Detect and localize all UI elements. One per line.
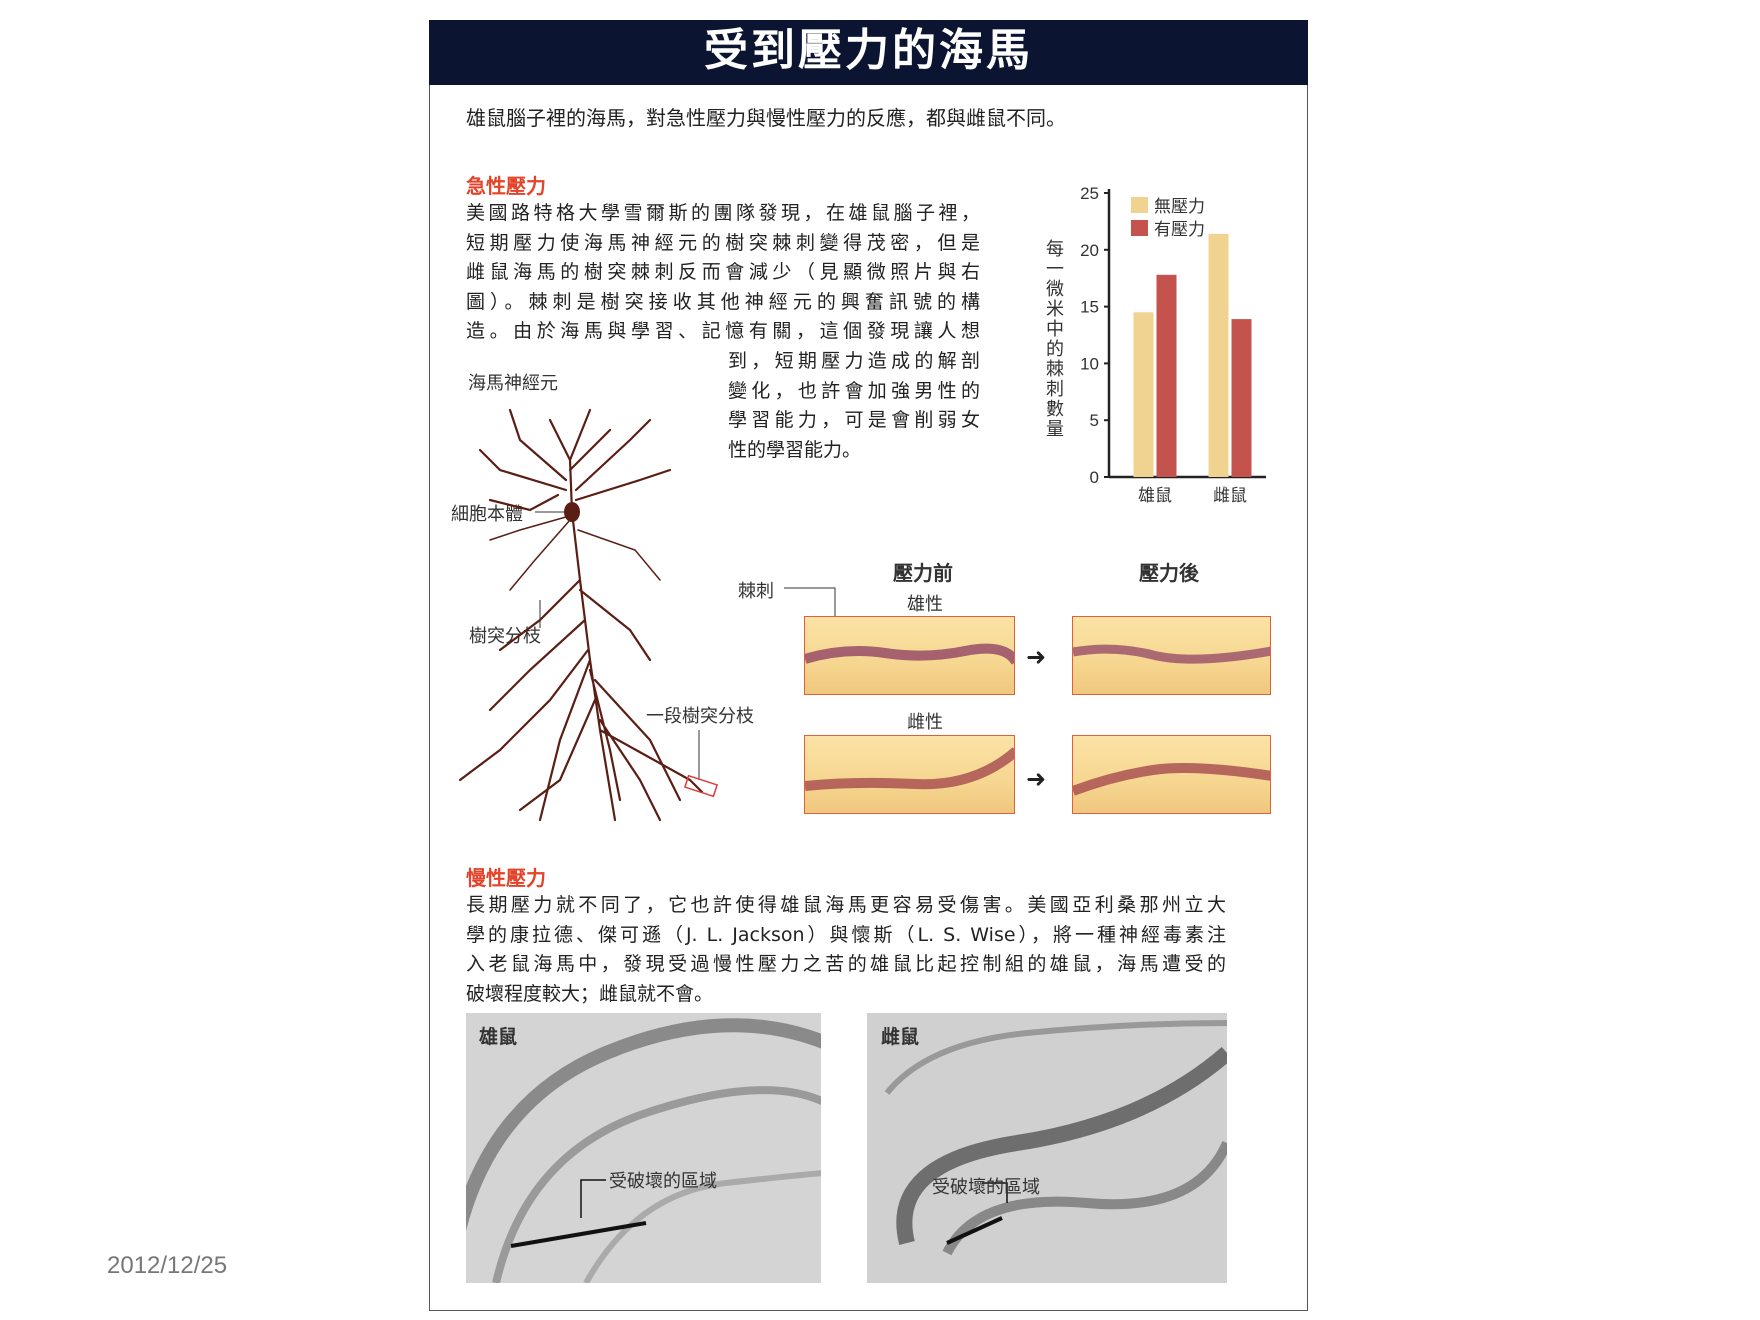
- legend-swatch: [1131, 197, 1148, 213]
- soma: [564, 502, 580, 522]
- micrograph-male-after: [1072, 616, 1271, 695]
- x-tick-label: 雄鼠: [1138, 486, 1172, 506]
- micrograph-male-before: [804, 616, 1015, 695]
- text-line: 長期壓力就不同了，它也許使得雄鼠海馬更容易受傷害。美國亞利桑那州立大: [466, 894, 1226, 916]
- acute-heading: 急性壓力: [466, 174, 546, 198]
- bar-stress: [1156, 274, 1177, 477]
- male-label: 雄性: [907, 594, 943, 615]
- y-tick-label: 10: [1080, 354, 1099, 373]
- text-line: 性的學習能力。: [728, 438, 862, 461]
- text-line: 圖）。棘刺是樹突接收其他神經元的興奮訊號的構: [466, 290, 980, 313]
- before-header: 壓力前: [893, 561, 953, 585]
- neuron-title: 海馬神經元: [468, 373, 558, 394]
- arrow-right-icon: ➜: [1026, 643, 1047, 671]
- photo-label-male: 雄鼠: [479, 1026, 518, 1048]
- text-line: 到，短期壓力造成的解剖: [728, 350, 980, 372]
- text-line: 入老鼠海馬中，發現受過慢性壓力之苦的雄鼠比起控制組的雄鼠，海馬遭受的: [466, 953, 1226, 975]
- y-tick-label: 25: [1080, 184, 1099, 203]
- chronic-heading: 慢性壓力: [466, 866, 546, 890]
- text-line: 雌鼠海馬的樹突棘刺反而會減少（見顯微照片與右: [466, 261, 980, 283]
- y-tick-label: 5: [1090, 411, 1099, 430]
- acute-paragraph-cont: 到，短期壓力造成的解剖 變化，也許會加強男性的 學習能力，可是會削弱女 性的學習…: [728, 347, 980, 465]
- page-title: 受到壓力的海馬: [429, 20, 1308, 85]
- soma-label: 細胞本體: [451, 504, 523, 525]
- chart-ylabel: 每一微米中的棘刺數量: [1046, 239, 1064, 440]
- micrograph-female-after: [1072, 735, 1271, 814]
- text-line: 變化，也許會加強男性的: [728, 379, 980, 402]
- text-line: 短期壓力使海馬神經元的樹突棘刺變得茂密，但是: [466, 231, 980, 254]
- spine-label: 棘刺: [738, 581, 774, 602]
- segment-label: 一段樹突分枝: [646, 706, 754, 727]
- arrow-right-icon: ➜: [1026, 765, 1047, 793]
- photo-label-female: 雌鼠: [881, 1026, 920, 1048]
- text-line: 學習能力，可是會削弱女: [728, 409, 980, 431]
- after-header: 壓力後: [1139, 561, 1199, 585]
- y-tick-label: 15: [1080, 298, 1099, 317]
- damage-label-male: 受破壞的區域: [609, 1171, 717, 1192]
- text-line: 學的康拉德、傑可遜（J. L. Jackson）與懷斯（L. S. Wise），…: [466, 923, 1226, 946]
- legend-swatch: [1131, 220, 1148, 236]
- bar-no-stress: [1208, 233, 1229, 477]
- micrograph-female-before: [804, 735, 1015, 814]
- y-tick-label: 0: [1090, 468, 1099, 487]
- neuron-drawing: [458, 408, 719, 822]
- intro-text: 雄鼠腦子裡的海馬，對急性壓力與慢性壓力的反應，都與雌鼠不同。: [466, 106, 1066, 130]
- slide-date: 2012/12/25: [107, 1252, 228, 1279]
- chronic-paragraph: 長期壓力就不同了，它也許使得雄鼠海馬更容易受傷害。美國亞利桑那州立大 學的康拉德…: [466, 891, 1226, 1009]
- branch-label: 樹突分枝: [469, 626, 541, 647]
- acute-paragraph: 美國路特格大學雪爾斯的團隊發現，在雄鼠腦子裡， 短期壓力使海馬神經元的樹突棘刺變…: [466, 199, 980, 347]
- text-line: 美國路特格大學雪爾斯的團隊發現，在雄鼠腦子裡，: [466, 202, 980, 224]
- segment-highlight: [683, 774, 719, 798]
- female-label: 雌性: [907, 712, 943, 733]
- legend-label: 有壓力: [1154, 220, 1205, 240]
- legend-label: 無壓力: [1154, 197, 1205, 217]
- bar-stress: [1231, 319, 1252, 477]
- bar-no-stress: [1133, 312, 1154, 477]
- text-line: 造。由於海馬與學習、記憶有關，這個發現讓人想: [466, 320, 980, 342]
- brain-photo-male: [466, 1013, 821, 1283]
- text-line: 破壞程度較大；雌鼠就不會。: [466, 982, 714, 1005]
- y-tick-label: 20: [1080, 241, 1099, 260]
- damage-label-female: 受破壞的區域: [932, 1177, 1040, 1198]
- brain-photo-female: [867, 1013, 1227, 1283]
- x-tick-label: 雌鼠: [1213, 486, 1247, 506]
